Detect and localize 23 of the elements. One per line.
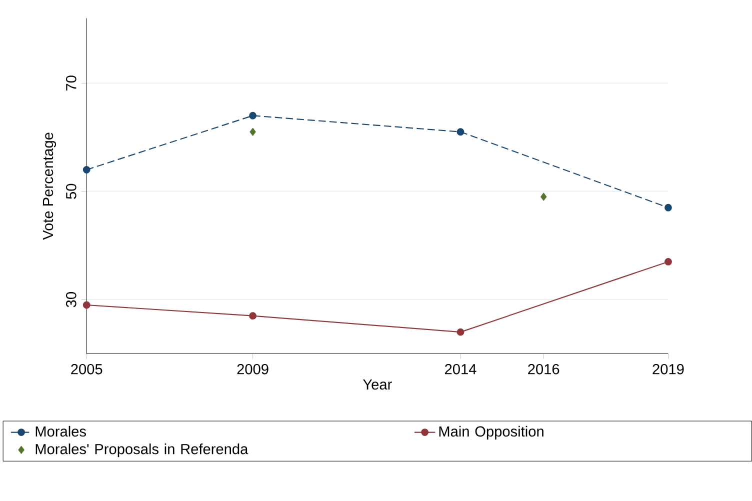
- point: [664, 204, 672, 212]
- point: [456, 328, 464, 336]
- point: [540, 192, 547, 201]
- x-tick-label: 2005: [71, 364, 102, 374]
- point: [664, 258, 672, 266]
- point: [82, 166, 90, 174]
- point: [249, 112, 256, 120]
- legend-label: Main Opposition: [439, 426, 544, 440]
- legend-label: Morales' Proposals in Referenda: [36, 443, 248, 457]
- legend-label: Morales: [36, 426, 86, 436]
- x-tick-label: 2016: [528, 364, 560, 374]
- x-axis-title: Year: [363, 379, 392, 390]
- y-tick-label: 30: [66, 292, 76, 307]
- point: [250, 128, 256, 136]
- x-tick-label: 2019: [652, 364, 684, 374]
- x-tick-label: 2014: [445, 364, 476, 374]
- point: [456, 128, 464, 136]
- x-tick-label: 2009: [237, 364, 268, 374]
- point: [249, 312, 256, 320]
- y-tick-label: 70: [66, 75, 76, 90]
- y-axis-title: Vote Percentage: [42, 132, 56, 240]
- point: [82, 301, 90, 309]
- y-tick-label: 50: [66, 184, 76, 199]
